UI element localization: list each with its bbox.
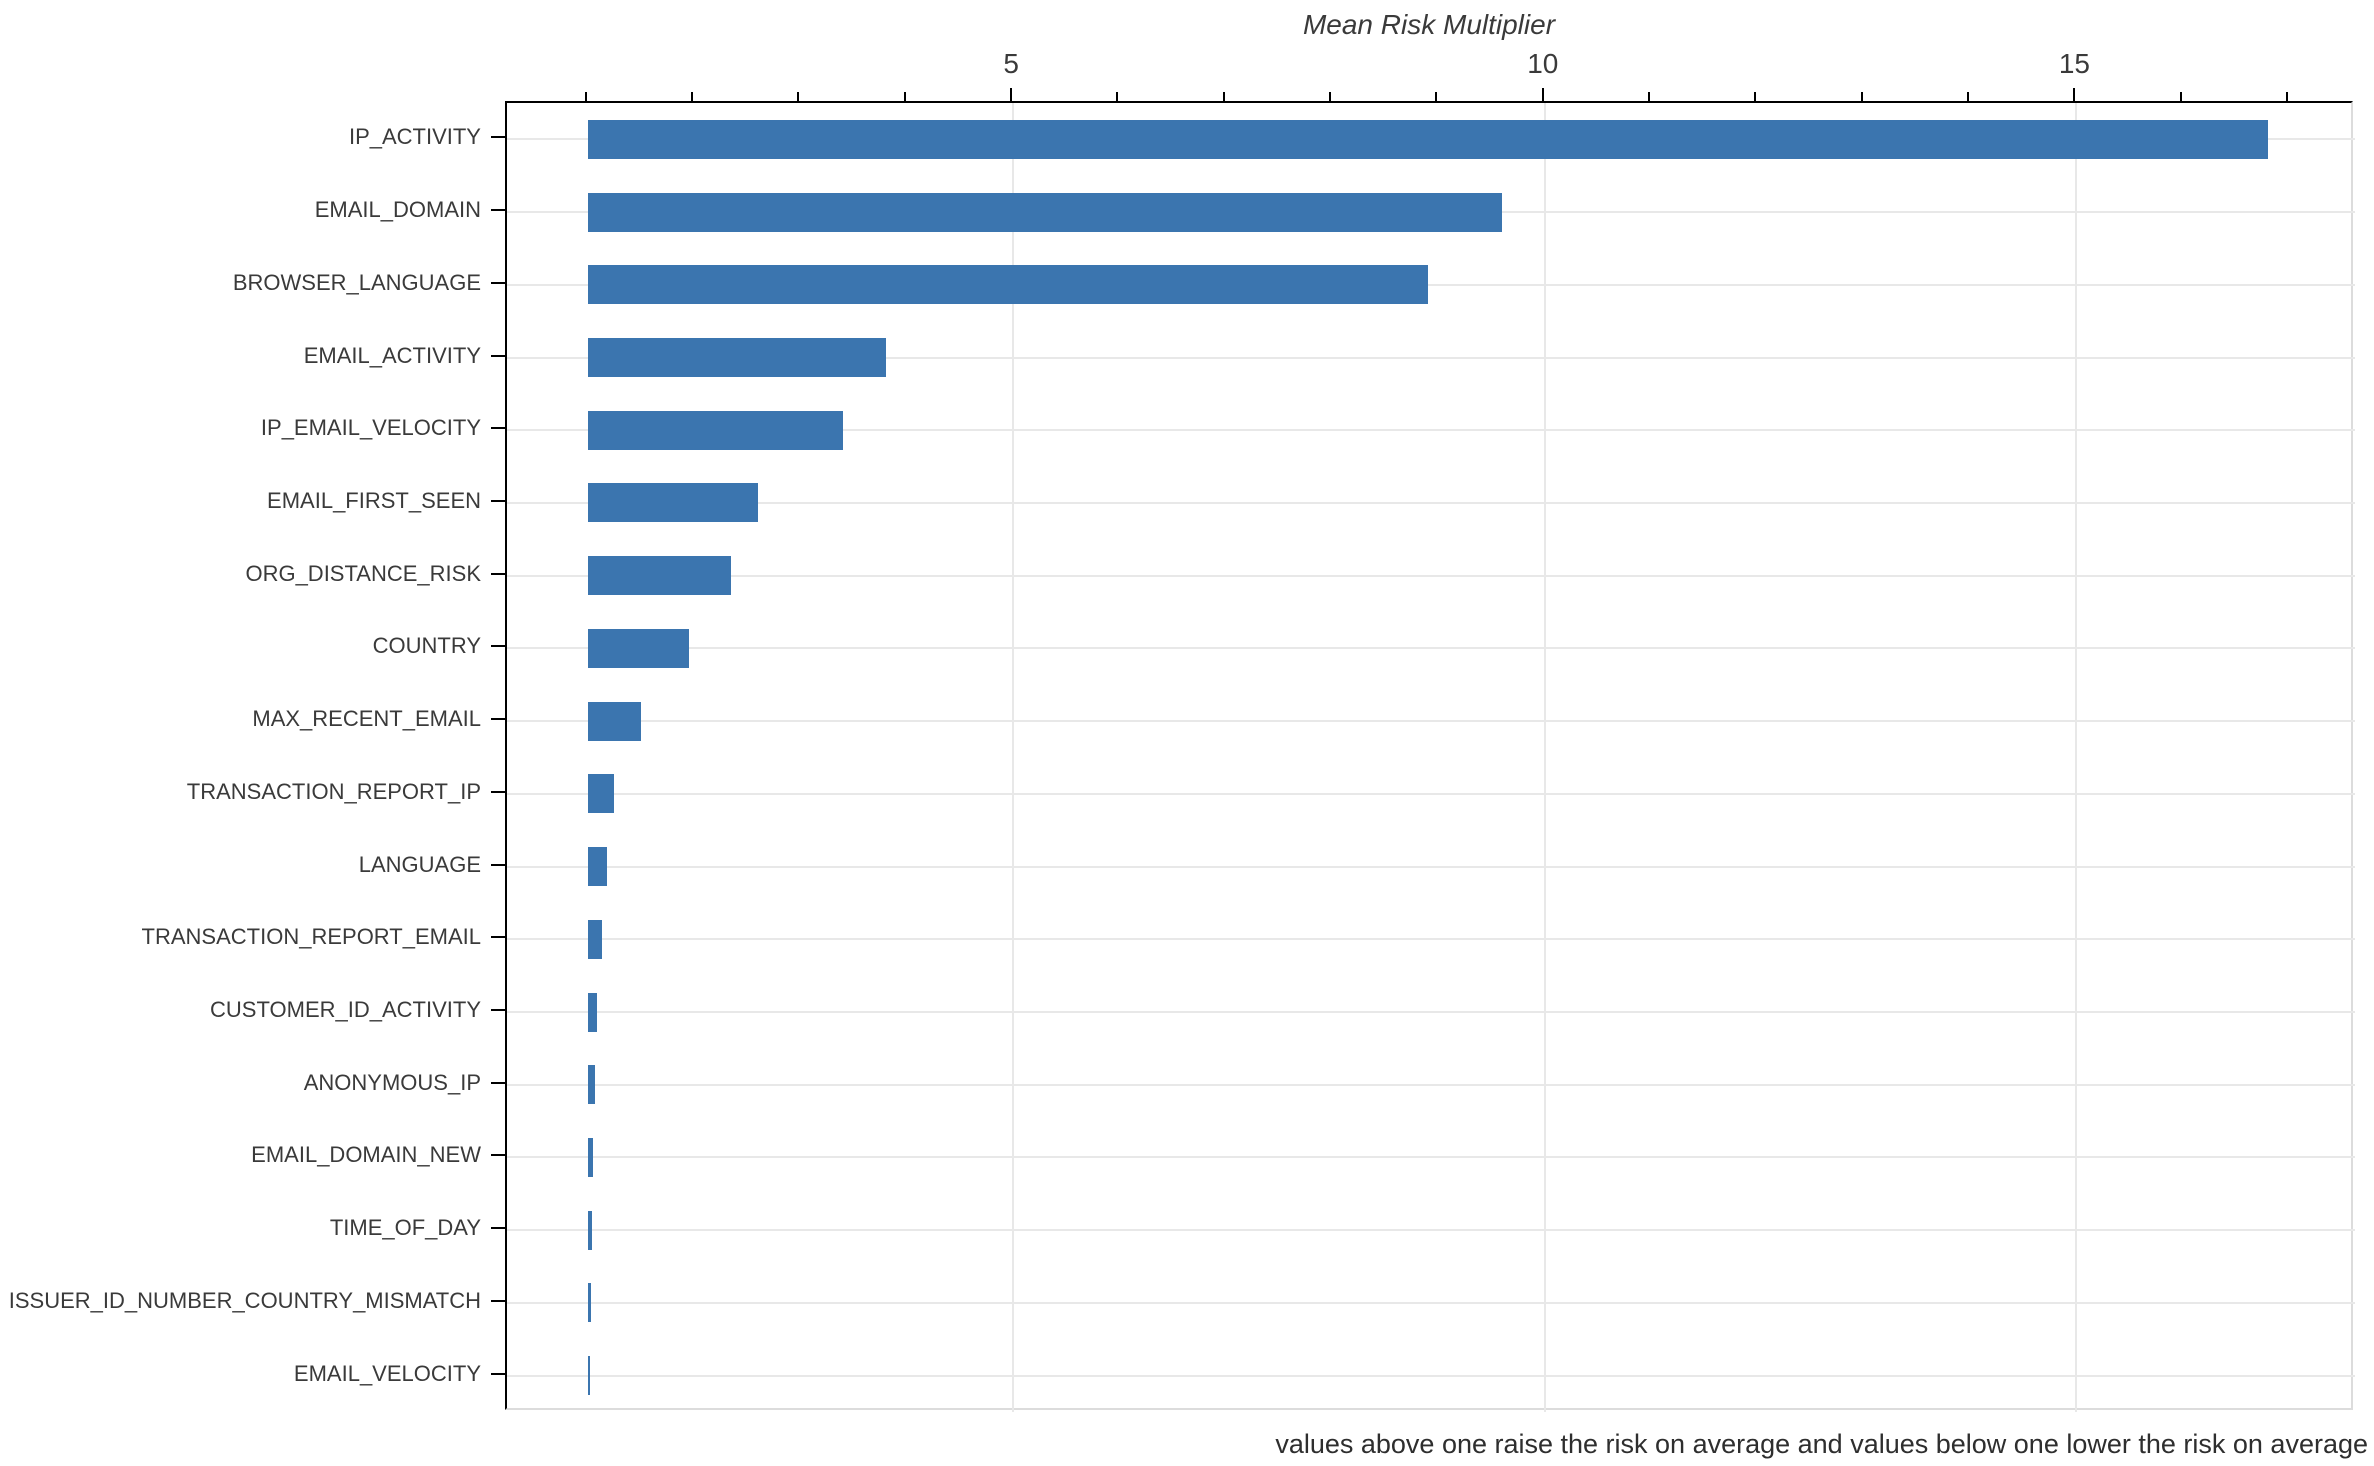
y-axis-tick xyxy=(491,645,505,648)
gridline-horizontal xyxy=(507,356,2355,359)
gridline-horizontal xyxy=(507,647,2355,650)
x-axis-minor-tick xyxy=(1435,92,1438,101)
x-axis-major-tick xyxy=(2073,88,2076,101)
y-axis-tick xyxy=(491,427,505,430)
chart-title: Mean Risk Multiplier xyxy=(1302,9,1556,40)
gridline-vertical xyxy=(2075,103,2078,1412)
bar xyxy=(587,1210,593,1250)
gridline-horizontal xyxy=(507,283,2355,286)
bar xyxy=(587,701,641,741)
category-label: ANONYMOUS_IP xyxy=(303,1069,481,1095)
bar xyxy=(587,556,732,596)
gridline-vertical xyxy=(1543,103,1546,1412)
y-axis-tick xyxy=(491,572,505,575)
y-axis-tick xyxy=(491,136,505,139)
y-axis-tick xyxy=(491,1372,505,1375)
y-axis-tick xyxy=(491,1154,505,1157)
x-axis-major-tick xyxy=(1541,88,1544,101)
x-axis-minor-tick xyxy=(1648,92,1651,101)
bar xyxy=(587,483,758,523)
y-axis-tick xyxy=(491,790,505,793)
gridline-horizontal xyxy=(507,501,2355,504)
y-axis-tick xyxy=(491,1299,505,1302)
x-axis-minor-tick xyxy=(2179,92,2182,101)
gridline-horizontal xyxy=(507,792,2355,795)
gridline-horizontal xyxy=(507,574,2355,577)
x-tick-label: 15 xyxy=(2058,48,2090,79)
gridline-horizontal xyxy=(507,720,2355,723)
footnote: values above one raise the risk on avera… xyxy=(1275,1429,2368,1459)
y-axis-tick xyxy=(491,1009,505,1012)
x-axis-minor-tick xyxy=(584,92,587,101)
y-axis-tick xyxy=(491,936,505,939)
category-label: EMAIL_ACTIVITY xyxy=(303,342,481,368)
gridline-horizontal xyxy=(507,1229,2355,1232)
gridline-horizontal xyxy=(507,1374,2355,1377)
category-label: EMAIL_VELOCITY xyxy=(293,1360,481,1386)
y-axis-tick xyxy=(491,354,505,357)
bar xyxy=(587,1137,594,1177)
bar xyxy=(587,338,886,378)
bar xyxy=(587,628,689,668)
x-tick-label: 5 xyxy=(1003,48,1019,79)
gridline-horizontal xyxy=(507,1156,2355,1159)
bar xyxy=(587,410,843,450)
x-axis-minor-tick xyxy=(691,92,694,101)
category-label: EMAIL_DOMAIN xyxy=(314,197,481,223)
category-label: IP_EMAIL_VELOCITY xyxy=(260,415,481,441)
bar xyxy=(587,192,1503,232)
x-axis-minor-tick xyxy=(1116,92,1119,101)
category-label: IP_ACTIVITY xyxy=(348,124,481,150)
bar xyxy=(587,992,598,1032)
bar xyxy=(587,265,1428,305)
x-axis-minor-tick xyxy=(2286,92,2289,101)
y-axis-tick xyxy=(491,863,505,866)
plot-area xyxy=(505,101,2355,1412)
gridline-horizontal xyxy=(507,429,2355,432)
x-axis-minor-tick xyxy=(1222,92,1225,101)
gridline-horizontal xyxy=(507,1083,2355,1086)
category-label: TRANSACTION_REPORT_IP xyxy=(186,778,481,804)
x-axis-minor-tick xyxy=(1329,92,1332,101)
x-axis-minor-tick xyxy=(1754,92,1757,101)
bar xyxy=(587,919,602,959)
bar xyxy=(587,1283,591,1323)
x-axis-minor-tick xyxy=(903,92,906,101)
category-label: MAX_RECENT_EMAIL xyxy=(252,706,481,732)
category-label: ORG_DISTANCE_RISK xyxy=(245,560,481,586)
x-tick-label: 10 xyxy=(1527,48,1559,79)
gridline-horizontal xyxy=(507,865,2355,868)
category-label: LANGUAGE xyxy=(358,851,481,877)
bar xyxy=(587,1356,590,1396)
gridline-horizontal xyxy=(507,1011,2355,1014)
y-axis-tick xyxy=(491,209,505,212)
category-label: EMAIL_FIRST_SEEN xyxy=(267,487,481,513)
x-axis-major-tick xyxy=(1010,88,1013,101)
gridline-horizontal xyxy=(507,1301,2355,1304)
category-label: COUNTRY xyxy=(372,633,481,659)
category-label: BROWSER_LANGUAGE xyxy=(232,269,481,295)
x-axis-minor-tick xyxy=(1860,92,1863,101)
category-label: EMAIL_DOMAIN_NEW xyxy=(251,1142,481,1168)
category-label: ISSUER_ID_NUMBER_COUNTRY_MISMATCH xyxy=(8,1287,481,1313)
bar xyxy=(587,119,2268,159)
bar xyxy=(587,1065,596,1105)
y-axis-tick xyxy=(491,281,505,284)
x-axis-minor-tick xyxy=(1967,92,1970,101)
bar xyxy=(587,847,607,887)
category-label: CUSTOMER_ID_ACTIVITY xyxy=(210,997,481,1023)
category-label: TRANSACTION_REPORT_EMAIL xyxy=(141,924,481,950)
category-label: TIME_OF_DAY xyxy=(329,1215,481,1241)
y-axis-tick xyxy=(491,718,505,721)
gridline-horizontal xyxy=(507,938,2355,941)
y-axis-tick xyxy=(491,499,505,502)
x-axis-minor-tick xyxy=(797,92,800,101)
y-axis-tick xyxy=(491,1227,505,1230)
y-axis-tick xyxy=(491,1081,505,1084)
bar xyxy=(587,774,615,814)
gridline-vertical xyxy=(1012,103,1015,1412)
